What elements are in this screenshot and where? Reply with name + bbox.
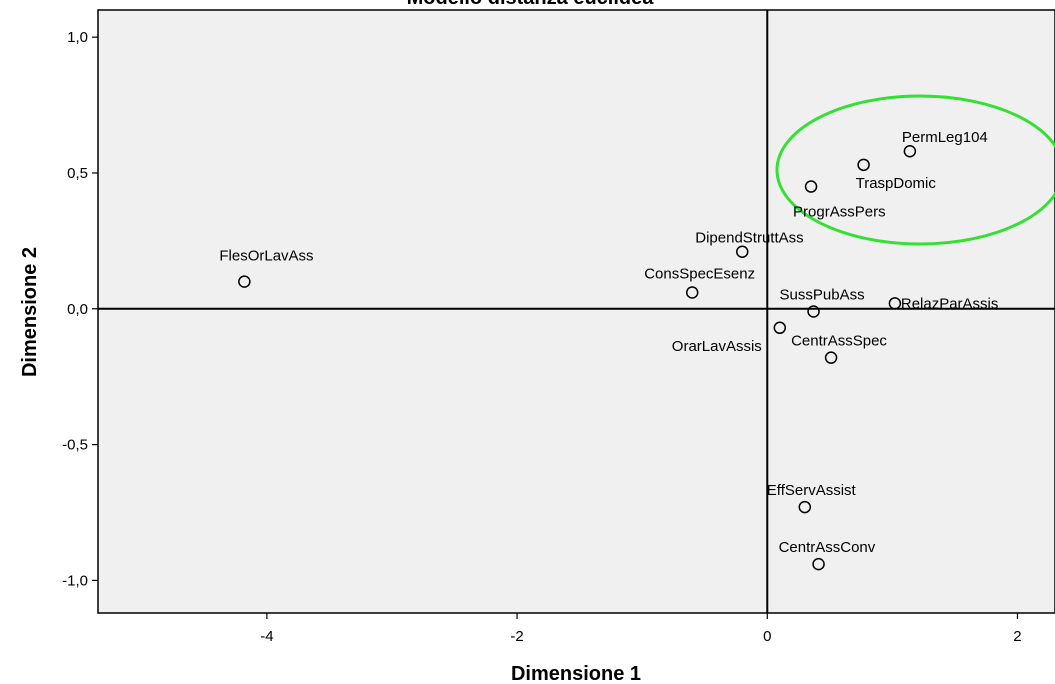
y-axis-title: Dimensione 2 (19, 247, 41, 377)
y-tick-label: 1,0 (67, 29, 88, 46)
chart-title: Modello distanza euclidea (407, 0, 655, 9)
data-point-label: OrarLavAssis (672, 338, 762, 355)
x-tick-label: -2 (510, 628, 523, 645)
data-point (812, 557, 825, 571)
x-tick-label: 2 (1013, 628, 1021, 645)
data-point-label: CentrAssSpec (791, 333, 887, 350)
data-point-label: SussPubAss (780, 287, 865, 304)
data-point-label: ProgrAssPers (793, 204, 886, 221)
y-tick-label: -1,0 (62, 572, 88, 589)
data-point-label: CentrAssConv (779, 539, 876, 556)
y-axis-ticks: 1,0 0,5 0,0 -0,5 -1,0 (62, 29, 98, 589)
highlight-ellipse-shape (775, 94, 1055, 246)
x-tick-label: -4 (260, 628, 273, 645)
data-point (807, 305, 820, 318)
plot-area (97, 9, 1055, 614)
highlight-ellipse (775, 94, 1055, 246)
data-point (857, 158, 870, 172)
x-tick-label: 0 (763, 628, 771, 645)
data-point-label: DipendStruttAss (695, 230, 803, 247)
x-axis-title: Dimensione 1 (511, 663, 641, 684)
data-point-label: PermLeg104 (902, 129, 988, 146)
y-tick-label: 0,5 (67, 165, 88, 182)
data-point (773, 321, 787, 335)
x-axis-ticks: -4 -2 0 2 (260, 613, 1022, 645)
data-point-label: RelazParAssis (901, 295, 999, 312)
data-point-label: TraspDomic (856, 175, 937, 192)
data-point (685, 286, 699, 299)
data-points: PermLeg104 TraspDomic ProgrAssPers DipendSt… (219, 129, 999, 571)
y-tick-label: 0,0 (67, 301, 88, 318)
data-point (888, 297, 902, 310)
data-point (804, 180, 818, 193)
data-point-label: EffServAssist (767, 482, 857, 499)
data-point-label: ConsSpecEsenz (644, 265, 755, 282)
data-point (736, 245, 749, 258)
data-point (798, 500, 812, 514)
data-point-label: FlesOrLavAss (219, 248, 313, 265)
data-point (824, 351, 838, 364)
data-point (903, 144, 917, 158)
data-point (238, 275, 251, 288)
y-tick-label: -0,5 (62, 437, 88, 454)
